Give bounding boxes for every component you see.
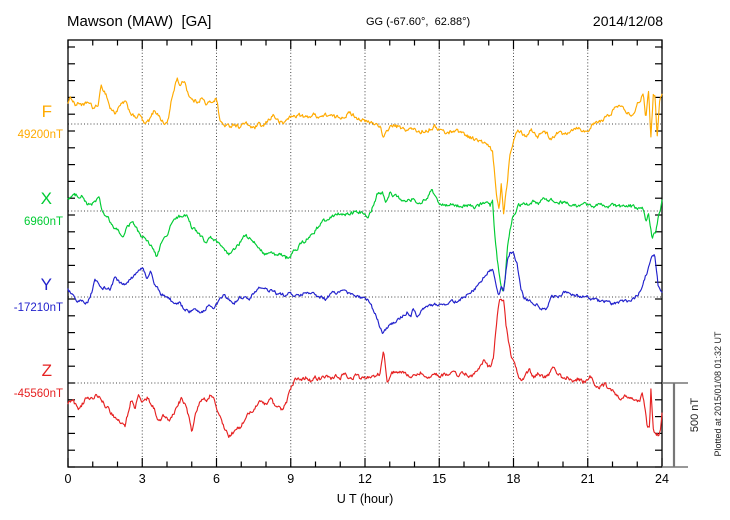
- component-baseline-value-X: 6960nT: [23, 216, 63, 228]
- scale-bar-label: 500 nT: [689, 397, 701, 433]
- component-baseline-value-F: 49200nT: [17, 129, 63, 141]
- x-tick-label-12: 12: [358, 472, 372, 486]
- component-letter-Y: Y: [40, 275, 52, 294]
- x-tick-label-15: 15: [432, 472, 447, 486]
- series-F-trace: [67, 77, 663, 215]
- x-tick-label-9: 9: [287, 472, 295, 486]
- component-letter-Z: Z: [41, 361, 52, 380]
- x-tick-label-18: 18: [506, 472, 521, 486]
- geographic-coords: GG (-67.60°, 62.88°): [366, 16, 471, 28]
- series-X-trace: [67, 188, 663, 292]
- x-tick-label-24: 24: [655, 472, 669, 486]
- x-tick-label-21: 21: [580, 472, 595, 486]
- plotted-at-note: Plotted at 2015/01/08 01:32 UT: [713, 331, 723, 457]
- component-baseline-value-Y: -17210nT: [13, 302, 63, 314]
- station-title: Mawson (MAW) [GA]: [67, 13, 212, 30]
- series-Y-trace: [67, 251, 663, 334]
- series-Z-trace: [67, 298, 663, 438]
- x-tick-label-3: 3: [138, 472, 146, 486]
- plot-date: 2014/12/08: [592, 13, 663, 29]
- x-tick-label-0: 0: [64, 472, 72, 486]
- component-baseline-value-Z: -45560nT: [13, 388, 63, 400]
- component-letter-F: F: [41, 102, 52, 121]
- x-tick-label-6: 6: [213, 472, 220, 486]
- x-axis-label: U T (hour): [336, 492, 394, 506]
- component-letter-X: X: [40, 189, 52, 208]
